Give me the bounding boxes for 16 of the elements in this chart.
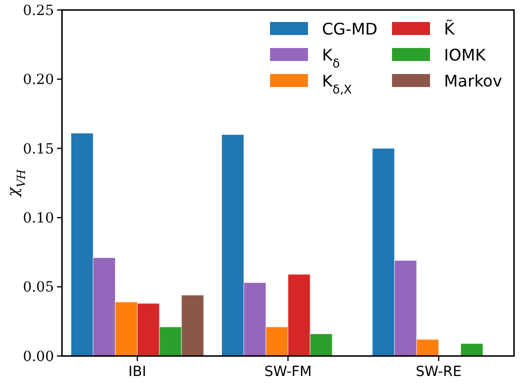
bar xyxy=(460,343,484,356)
x-tick-label: SW-FM xyxy=(264,364,312,380)
legend-label: K$_{δ}$ xyxy=(322,46,340,71)
x-tick-label: SW-RE xyxy=(416,364,462,380)
legend-label: Markov xyxy=(444,72,502,91)
y-tick-label: 0.00 xyxy=(22,348,54,365)
y-tick-label: 0.20 xyxy=(22,72,54,88)
x-tick-label: IBI xyxy=(128,364,146,380)
legend-label: IOMK xyxy=(444,46,486,65)
y-tick-label: 0.25 xyxy=(22,2,54,19)
legend-label: K̃ xyxy=(444,20,455,39)
legend-label: K$_{δ,X}$ xyxy=(322,72,352,97)
y-tick-label: 0.05 xyxy=(22,280,54,296)
y-tick-label: 0.15 xyxy=(22,141,54,158)
legend-label: CG-MD xyxy=(322,20,378,39)
y-tick-label: 0.10 xyxy=(22,210,54,226)
